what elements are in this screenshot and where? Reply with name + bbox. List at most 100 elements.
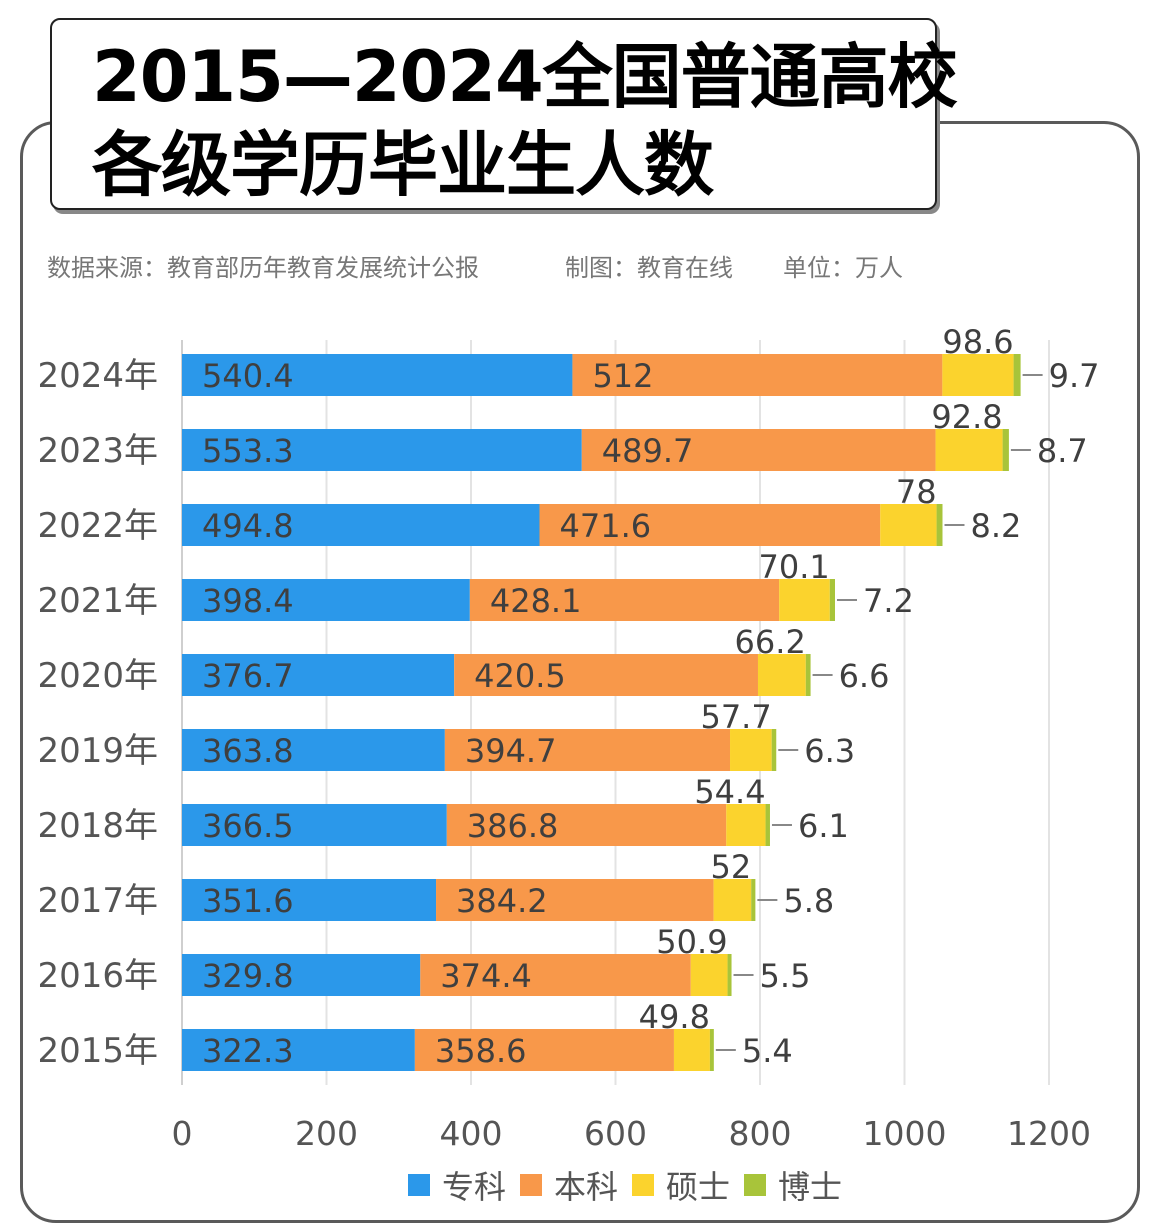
bar-segment-硕士 bbox=[713, 879, 752, 921]
y-category-label: 2015年 bbox=[37, 1031, 158, 1071]
bar-segment-专科 bbox=[182, 804, 447, 846]
bar-segment-博士 bbox=[771, 729, 777, 771]
bar-segment-专科 bbox=[182, 654, 455, 696]
data-label: 428.1 bbox=[490, 582, 582, 620]
chart-title-line1: 2015—2024全国普通高校 bbox=[92, 36, 958, 118]
bar-segment-专科 bbox=[182, 954, 421, 996]
x-tick-label: 200 bbox=[295, 1114, 358, 1153]
bar-segment-博士 bbox=[936, 504, 943, 546]
data-label: 5.8 bbox=[783, 882, 834, 920]
data-label: 398.4 bbox=[202, 582, 294, 620]
bar-segment-专科 bbox=[182, 879, 437, 921]
x-tick-label: 0 bbox=[172, 1114, 193, 1153]
legend-swatch bbox=[520, 1174, 543, 1196]
bar-segment-硕士 bbox=[757, 654, 806, 696]
bar-segment-本科 bbox=[539, 504, 881, 546]
data-label: 92.8 bbox=[931, 398, 1002, 436]
bar-segment-硕士 bbox=[942, 354, 1014, 396]
legend-item: 硕士 bbox=[632, 1162, 730, 1208]
data-label: 5.4 bbox=[742, 1032, 793, 1070]
y-category-label: 2019年 bbox=[37, 731, 158, 771]
bar-segment-本科 bbox=[420, 954, 691, 996]
legend-label: 硕士 bbox=[666, 1168, 731, 1206]
x-tick-label: 1000 bbox=[863, 1114, 947, 1153]
data-label: 366.5 bbox=[202, 807, 294, 845]
data-label: 78 bbox=[896, 473, 937, 511]
data-source: 数据来源：教育部历年教育发展统计公报 bbox=[47, 254, 479, 282]
data-label: 358.6 bbox=[435, 1032, 527, 1070]
bar-segment-本科 bbox=[572, 354, 943, 396]
data-label: 494.8 bbox=[202, 507, 294, 545]
data-label: 54.4 bbox=[694, 773, 765, 811]
bar-segment-博士 bbox=[727, 954, 732, 996]
data-label: 57.7 bbox=[700, 698, 771, 736]
data-label: 351.6 bbox=[202, 882, 294, 920]
data-label: 363.8 bbox=[202, 732, 294, 770]
data-label: 98.6 bbox=[942, 323, 1013, 361]
legend: 专科 本科 硕士 博士 bbox=[408, 1162, 846, 1208]
y-category-label: 2018年 bbox=[37, 806, 158, 846]
legend-label: 专科 bbox=[442, 1168, 507, 1206]
data-label: 384.2 bbox=[456, 882, 548, 920]
bar-segment-专科 bbox=[182, 1029, 415, 1071]
bar-segment-博士 bbox=[765, 804, 770, 846]
legend-item: 本科 bbox=[520, 1162, 618, 1208]
bar-segment-博士 bbox=[829, 579, 835, 621]
chart-title-line2: 各级学历毕业生人数 bbox=[92, 124, 714, 206]
bar-segment-专科 bbox=[182, 354, 573, 396]
legend-swatch bbox=[408, 1174, 430, 1196]
data-label: 420.5 bbox=[474, 657, 566, 695]
legend-swatch bbox=[744, 1174, 767, 1196]
data-label: 376.7 bbox=[202, 657, 294, 695]
legend-swatch bbox=[632, 1174, 655, 1196]
x-tick-label: 1200 bbox=[1007, 1114, 1091, 1153]
legend-item: 博士 bbox=[744, 1162, 842, 1208]
title-box: 2015—2024全国普通高校 各级学历毕业生人数 bbox=[50, 18, 958, 210]
data-label: 489.7 bbox=[602, 432, 694, 470]
data-label: 8.2 bbox=[971, 507, 1022, 545]
bar-segment-硕士 bbox=[880, 504, 937, 546]
bar-segment-本科 bbox=[436, 879, 714, 921]
x-tick-label: 800 bbox=[729, 1114, 792, 1153]
x-tick-label: 400 bbox=[440, 1114, 503, 1153]
y-category-label: 2021年 bbox=[37, 581, 158, 621]
bar-segment-硕士 bbox=[673, 1029, 710, 1071]
legend-item: 专科 bbox=[408, 1162, 506, 1208]
bar-segment-硕士 bbox=[690, 954, 728, 996]
y-category-label: 2023年 bbox=[37, 431, 158, 471]
data-label: 49.8 bbox=[639, 998, 710, 1036]
bar-segment-本科 bbox=[414, 1029, 674, 1071]
x-tick-label: 600 bbox=[584, 1114, 647, 1153]
y-category-label: 2016年 bbox=[37, 956, 158, 996]
bar-segment-本科 bbox=[581, 429, 936, 471]
data-label: 471.6 bbox=[559, 507, 651, 545]
y-category-label: 2024年 bbox=[37, 356, 158, 396]
bar-segment-博士 bbox=[805, 654, 811, 696]
data-label: 329.8 bbox=[202, 957, 294, 995]
data-label: 70.1 bbox=[759, 548, 830, 586]
data-label: 8.7 bbox=[1037, 432, 1088, 470]
data-label: 66.2 bbox=[735, 623, 806, 661]
data-label: 322.3 bbox=[202, 1032, 294, 1070]
y-category-label: 2022年 bbox=[37, 506, 158, 546]
bar-segment-本科 bbox=[446, 804, 727, 846]
bar-segment-专科 bbox=[182, 729, 445, 771]
data-label: 6.6 bbox=[839, 657, 890, 695]
data-label: 52 bbox=[710, 848, 751, 886]
data-label: 394.7 bbox=[465, 732, 557, 770]
data-label: 6.3 bbox=[804, 732, 855, 770]
bar-segment-硕士 bbox=[726, 804, 766, 846]
data-label: 512 bbox=[592, 357, 653, 395]
bar-segment-硕士 bbox=[779, 579, 830, 621]
legend-label: 本科 bbox=[554, 1168, 619, 1206]
bar-segment-专科 bbox=[182, 429, 582, 471]
y-category-label: 2017年 bbox=[37, 881, 158, 921]
bar-segment-本科 bbox=[469, 579, 780, 621]
legend-label: 博士 bbox=[778, 1168, 843, 1206]
bar-segment-博士 bbox=[709, 1029, 714, 1071]
bar-segment-博士 bbox=[751, 879, 756, 921]
bar-segment-本科 bbox=[444, 729, 731, 771]
data-label: 540.4 bbox=[202, 357, 294, 395]
bar-segment-硕士 bbox=[730, 729, 772, 771]
data-label: 553.3 bbox=[202, 432, 294, 470]
